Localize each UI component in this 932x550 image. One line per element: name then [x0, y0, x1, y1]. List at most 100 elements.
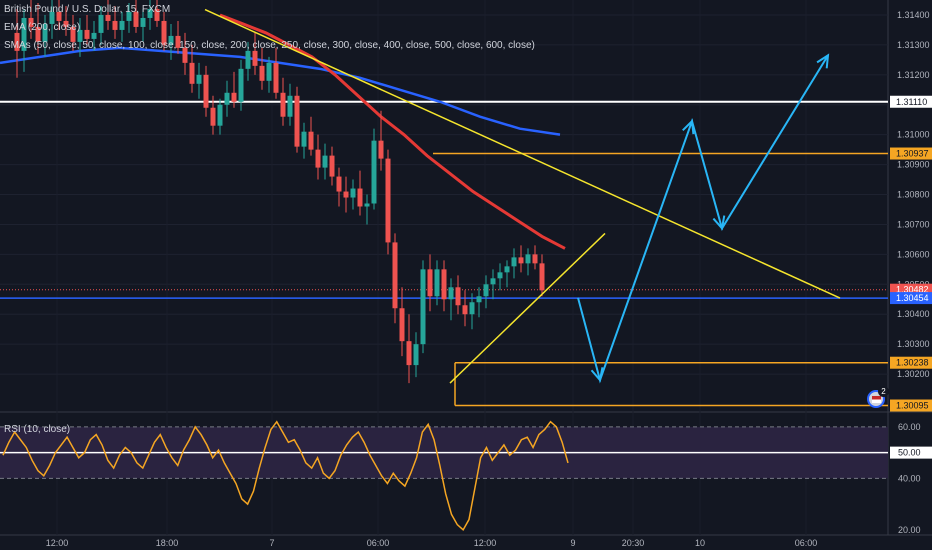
candle-body [385, 158, 391, 243]
candle[interactable] [441, 260, 447, 312]
candle[interactable] [189, 44, 195, 93]
candle[interactable] [175, 20, 181, 54]
candle[interactable] [252, 32, 258, 75]
candle[interactable] [476, 287, 482, 318]
candle[interactable] [308, 116, 314, 156]
sma-line[interactable] [0, 46, 561, 136]
alert-badge[interactable]: 2 [867, 386, 889, 408]
candle[interactable] [462, 290, 468, 327]
candle[interactable] [168, 23, 174, 60]
candle[interactable] [518, 245, 524, 273]
candle[interactable] [406, 314, 412, 384]
candle[interactable] [217, 98, 223, 135]
candle[interactable] [56, 0, 62, 30]
candle-body [315, 149, 321, 168]
candle[interactable] [350, 179, 356, 210]
candle[interactable] [532, 245, 538, 270]
candle-body [301, 131, 307, 147]
candle[interactable] [21, 8, 27, 72]
candle[interactable] [161, 11, 167, 51]
ema-legend[interactable]: EMA (200, close) [4, 22, 80, 33]
rsi-legend[interactable]: RSI (10, close) [4, 424, 70, 435]
candle-body [371, 140, 377, 204]
candle[interactable] [210, 95, 216, 135]
candle[interactable] [105, 0, 111, 30]
candle[interactable] [385, 149, 391, 255]
candle[interactable] [511, 248, 517, 279]
candle[interactable] [490, 269, 496, 300]
candle[interactable] [364, 194, 370, 225]
candle[interactable] [154, 0, 160, 27]
candle[interactable] [420, 260, 426, 354]
candle[interactable] [329, 146, 335, 186]
candle[interactable] [287, 83, 293, 126]
candle[interactable] [119, 11, 125, 42]
rsi-pane[interactable] [0, 420, 888, 532]
candle[interactable] [84, 14, 90, 45]
candle[interactable] [301, 122, 307, 159]
candle[interactable] [280, 77, 286, 126]
candle[interactable] [294, 86, 300, 153]
candle[interactable] [273, 47, 279, 99]
candle[interactable] [231, 71, 237, 108]
candle[interactable] [525, 248, 531, 276]
candle[interactable] [399, 287, 405, 357]
symbol-legend[interactable]: British Pound / U.S. Dollar, 15, FXCM [4, 4, 170, 15]
candle[interactable] [140, 8, 146, 42]
candle[interactable] [196, 62, 202, 99]
candle[interactable] [497, 263, 503, 291]
candle[interactable] [238, 59, 244, 111]
candle[interactable] [371, 128, 377, 210]
main-pane[interactable] [0, 0, 888, 407]
candle[interactable] [455, 275, 461, 315]
candle[interactable] [259, 47, 265, 90]
candle[interactable] [483, 275, 489, 309]
candle[interactable] [98, 5, 104, 45]
candle[interactable] [322, 143, 328, 180]
candle[interactable] [343, 176, 349, 213]
candle[interactable] [413, 332, 419, 378]
candle[interactable] [434, 260, 440, 306]
candle[interactable] [245, 41, 251, 81]
rsi-line[interactable] [2, 420, 569, 532]
candle-body [245, 50, 251, 69]
candle[interactable] [42, 14, 48, 57]
time-tick-label: 18:00 [156, 538, 179, 548]
candle[interactable] [378, 110, 384, 171]
candle-body [28, 17, 34, 27]
candle[interactable] [336, 167, 342, 207]
sma-legend[interactable]: SMAs (50, close, 50, close, 100, close, … [4, 40, 535, 51]
candle-body [413, 344, 419, 366]
candle[interactable] [427, 254, 433, 312]
candle[interactable] [448, 278, 454, 321]
candle[interactable] [91, 20, 97, 51]
ema-line[interactable] [219, 13, 566, 250]
candle[interactable] [63, 5, 69, 36]
candle[interactable] [70, 14, 76, 51]
candle[interactable] [49, 0, 55, 39]
candle[interactable] [224, 80, 230, 117]
candle[interactable] [357, 170, 363, 216]
candle[interactable] [77, 17, 83, 57]
candle[interactable] [133, 0, 139, 33]
candle-body [238, 68, 244, 102]
candle[interactable] [126, 2, 132, 33]
candle[interactable] [147, 0, 153, 30]
candle[interactable] [504, 260, 510, 288]
descending-trendline[interactable] [204, 8, 841, 299]
candle[interactable] [469, 293, 475, 330]
candle[interactable] [14, 8, 20, 78]
candle[interactable] [28, 0, 34, 39]
candle[interactable] [203, 65, 209, 117]
price-label-text: 1.30238 [896, 358, 929, 368]
candle[interactable] [392, 233, 398, 324]
candle[interactable] [182, 32, 188, 75]
price-label-text: 1.31110 [896, 97, 927, 107]
candle[interactable] [112, 5, 118, 39]
ascending-trendline[interactable] [449, 232, 606, 384]
candle[interactable] [35, 2, 41, 54]
candle[interactable] [539, 254, 545, 297]
candle[interactable] [315, 134, 321, 180]
candle[interactable] [266, 56, 272, 93]
